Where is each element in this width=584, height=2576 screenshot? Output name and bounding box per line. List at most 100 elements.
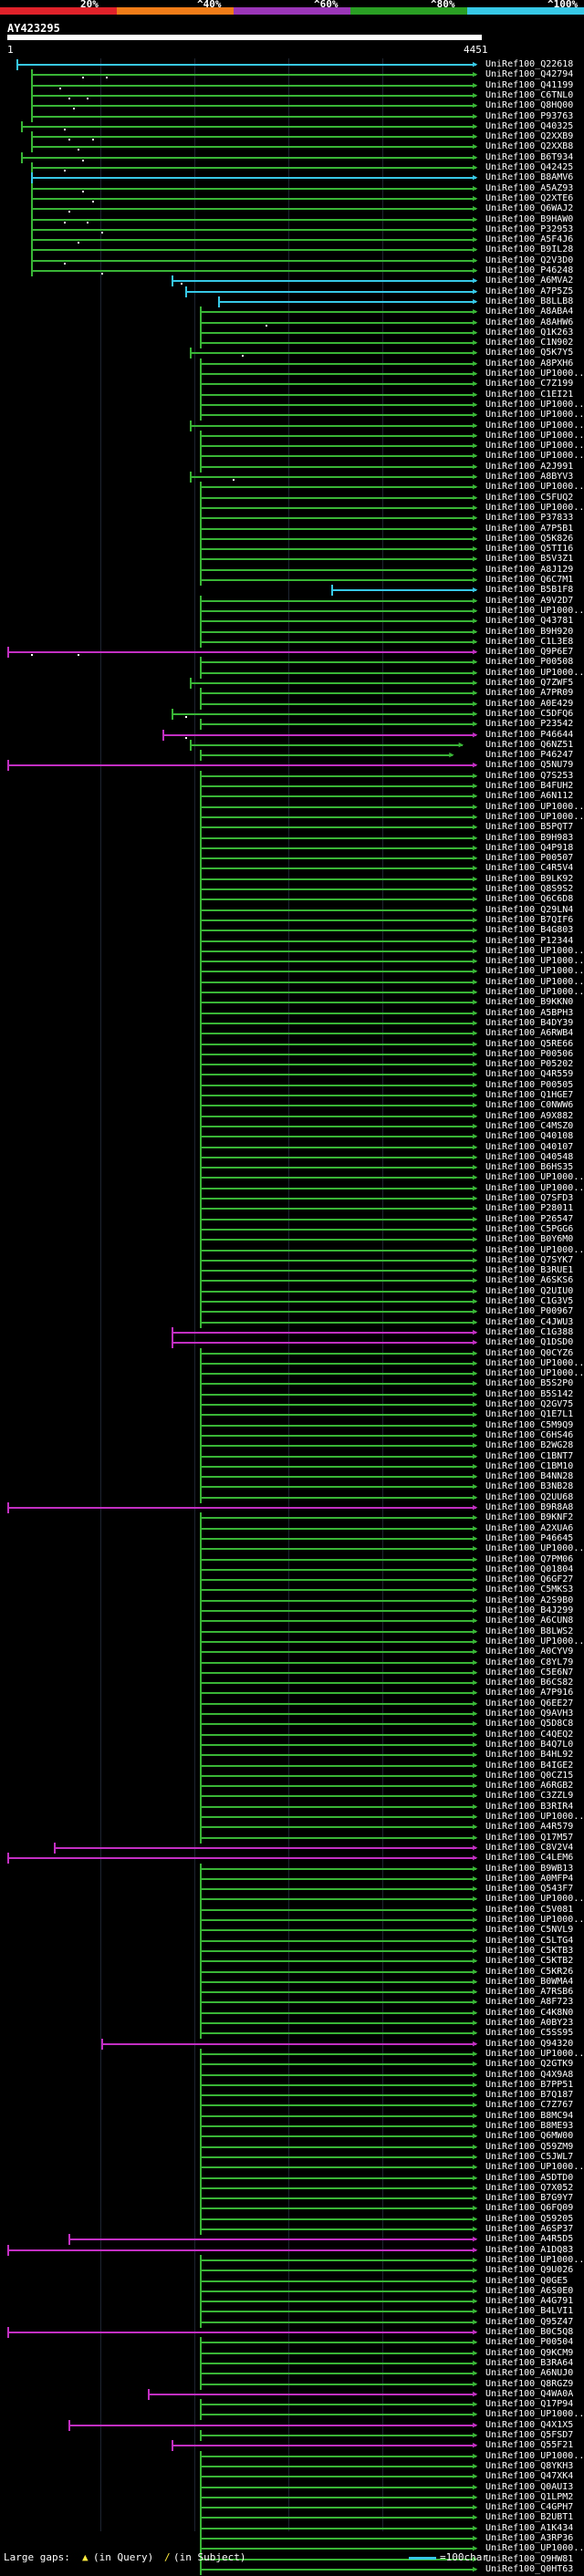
hit-row[interactable]: ▶ UniRef100_Q7PM06 <box>0 1553 584 1566</box>
hit-row[interactable]: ▶ UniRef100_P00967 <box>0 1305 584 1318</box>
hit-row[interactable]: ▶ UniRef100_A8F723 <box>0 1996 584 2009</box>
hit-row[interactable]: ▶ UniRef100_A6NUJ0 <box>0 2367 584 2380</box>
hit-label[interactable]: UniRef100_Q9HW81 <box>485 2553 574 2564</box>
hit-row[interactable]: ▶ UniRef100_A4R579 <box>0 1821 584 1833</box>
hit-label[interactable]: UniRef100_UP1000... <box>485 420 584 431</box>
hit-label[interactable]: UniRef100_Q42425 <box>485 162 574 172</box>
hit-label[interactable]: UniRef100_Q01804 <box>485 1563 574 1574</box>
hit-row[interactable]: ▶ UniRef100_UP1000... <box>0 481 584 493</box>
hit-row[interactable]: ▶ UniRef100_C7Z199 <box>0 378 584 390</box>
hit-row[interactable]: ▶ UniRef100_UP1000... <box>0 368 584 380</box>
hit-label[interactable]: UniRef100_Q2XXB9 <box>485 131 574 142</box>
hit-label[interactable]: UniRef100_B4J299 <box>485 1605 574 1615</box>
hit-row[interactable]: ▶ UniRef100_Q5D8C8 <box>0 1718 584 1730</box>
hit-label[interactable]: UniRef100_B7QIF6 <box>485 914 574 925</box>
hit-row[interactable]: ▶ UniRef100_A8ABA4 <box>0 306 584 318</box>
hit-label[interactable]: UniRef100_B7G9Y7 <box>485 2193 574 2204</box>
hit-row[interactable]: ▶ UniRef100_A2S9B0 <box>0 1594 584 1607</box>
hit-row[interactable]: ▶ UniRef100_C7Z767 <box>0 2099 584 2112</box>
hit-row[interactable]: ▶ UniRef100_C5M9Q9 <box>0 1419 584 1432</box>
hit-row[interactable]: ▶ UniRef100_A9V2D7 <box>0 595 584 608</box>
hit-label[interactable]: UniRef100_B3RUE1 <box>485 1265 574 1276</box>
hit-row[interactable]: ▶ UniRef100_UP1000... <box>0 955 584 968</box>
hit-row[interactable]: ▶ UniRef100_B9LK92 <box>0 873 584 886</box>
hit-row[interactable]: ▶ UniRef100_UP1000... <box>0 1542 584 1555</box>
hit-row[interactable]: ▶ UniRef100_B5PQT7 <box>0 821 584 834</box>
hit-label[interactable]: UniRef100_UP1000... <box>485 1244 584 1255</box>
hit-label[interactable]: UniRef100_UP1000... <box>485 1172 584 1183</box>
hit-label[interactable]: UniRef100_C3ZZL9 <box>485 1791 574 1802</box>
hit-label[interactable]: UniRef100_Q47XK4 <box>485 2471 574 2482</box>
hit-row[interactable]: ▶ UniRef100_Q2XXB8 <box>0 140 584 153</box>
hit-row[interactable]: ▶ UniRef100_C5KR26 <box>0 1966 584 1979</box>
hit-row[interactable]: ▶ UniRef100_P00506 <box>0 1048 584 1061</box>
hit-row[interactable]: ▶ UniRef100_Q6C6D8 <box>0 893 584 906</box>
hit-label[interactable]: UniRef100_B9KKN0 <box>485 997 574 1008</box>
hit-label[interactable]: UniRef100_B8ME93 <box>485 2121 574 2131</box>
hit-row[interactable]: ▶ UniRef100_P37833 <box>0 512 584 525</box>
hit-label[interactable]: UniRef100_Q2GTK9 <box>485 2059 574 2070</box>
hit-row[interactable]: ▶ UniRef100_B4DY39 <box>0 1017 584 1030</box>
hit-row[interactable]: ▶ UniRef100_B8LLB8 <box>0 296 584 308</box>
hit-label[interactable]: UniRef100_B4HL92 <box>485 1750 574 1761</box>
hit-row[interactable]: ▶ UniRef100_Q0CZ15 <box>0 1770 584 1782</box>
hit-row[interactable]: ▶ UniRef100_UP1000... <box>0 986 584 999</box>
hit-label[interactable]: UniRef100_P00505 <box>485 1079 574 1090</box>
hit-label[interactable]: UniRef100_A6MVA2 <box>485 275 574 286</box>
hit-row[interactable]: ▶ UniRef100_B9WB13 <box>0 1863 584 1875</box>
hit-row[interactable]: ▶ UniRef100_B6HS35 <box>0 1161 584 1174</box>
hit-label[interactable]: UniRef100_C5JWL7 <box>485 2151 574 2162</box>
hit-row[interactable]: ▶ UniRef100_A1K434 <box>0 2522 584 2535</box>
hit-row[interactable]: ▶ UniRef100_B7QIF6 <box>0 914 584 927</box>
hit-label[interactable]: UniRef100_A6S0E0 <box>485 2285 574 2296</box>
hit-label[interactable]: UniRef100_UP1000... <box>485 369 584 379</box>
hit-label[interactable]: UniRef100_A0MFP4 <box>485 1873 574 1884</box>
hit-label[interactable]: UniRef100_P93763 <box>485 110 574 121</box>
hit-row[interactable]: ▶ UniRef100_A7P5Z5 <box>0 286 584 298</box>
hit-row[interactable]: ▶ UniRef100_C4MSZ0 <box>0 1120 584 1133</box>
hit-label[interactable]: UniRef100_Q4P918 <box>485 842 574 853</box>
hit-label[interactable]: UniRef100_C1BM10 <box>485 1460 574 1471</box>
hit-label[interactable]: UniRef100_UP1000... <box>485 482 584 493</box>
hit-label[interactable]: UniRef100_Q95Z47 <box>485 2316 574 2327</box>
hit-label[interactable]: UniRef100_C5MKS3 <box>485 1584 574 1595</box>
hit-label[interactable]: UniRef100_Q1HGE7 <box>485 1090 574 1100</box>
hit-label[interactable]: UniRef100_A6RGB2 <box>485 1781 574 1792</box>
hit-row[interactable]: ▶ UniRef100_B0C5Q8 <box>0 2326 584 2339</box>
hit-label[interactable]: UniRef100_Q0HT63 <box>485 2563 574 2574</box>
hit-label[interactable]: UniRef100_UP1000... <box>485 2450 584 2461</box>
hit-row[interactable]: ▶ UniRef100_A8AHW6 <box>0 317 584 329</box>
hit-row[interactable]: ▶ UniRef100_UP1000... <box>0 1811 584 1823</box>
hit-row[interactable]: ▶ UniRef100_Q0CYZ6 <box>0 1347 584 1360</box>
hit-row[interactable]: ▶ UniRef100_P46248 <box>0 265 584 277</box>
hit-row[interactable]: ▶ UniRef100_A6SP37 <box>0 2223 584 2236</box>
hit-label[interactable]: UniRef100_A6SP37 <box>485 2224 574 2234</box>
hit-label[interactable]: UniRef100_A0CYV9 <box>485 1646 574 1657</box>
hit-label[interactable]: UniRef100_P23542 <box>485 719 574 730</box>
hit-label[interactable]: UniRef100_Q55F21 <box>485 2440 574 2451</box>
hit-row[interactable]: ▶ UniRef100_B6CS82 <box>0 1677 584 1689</box>
hit-row[interactable]: ▶ UniRef100_A7PR09 <box>0 687 584 700</box>
hit-row[interactable]: ▶ UniRef100_P93763 <box>0 110 584 123</box>
hit-label[interactable]: UniRef100_B9LK92 <box>485 873 574 884</box>
hit-row[interactable]: ▶ UniRef100_A8BYV3 <box>0 471 584 483</box>
hit-row[interactable]: ▶ UniRef100_A0E429 <box>0 698 584 711</box>
hit-row[interactable]: ▶ UniRef100_A4R5D5 <box>0 2233 584 2246</box>
hit-row[interactable]: ▶ UniRef100_B3NB28 <box>0 1480 584 1493</box>
hit-label[interactable]: UniRef100_C4LEM6 <box>485 1853 574 1864</box>
hit-label[interactable]: UniRef100_A2J991 <box>485 461 574 472</box>
hit-row[interactable]: ▶ UniRef100_Q22618 <box>0 58 584 71</box>
hit-row[interactable]: ▶ UniRef100_Q0AUI3 <box>0 2481 584 2494</box>
hit-label[interactable]: UniRef100_UP1000... <box>485 811 584 822</box>
hit-row[interactable]: ▶ UniRef100_C1BNT7 <box>0 1450 584 1463</box>
hit-row[interactable]: ▶ UniRef100_A6SKS6 <box>0 1274 584 1287</box>
hit-row[interactable]: ▶ UniRef100_A0BY23 <box>0 2017 584 2030</box>
hit-row[interactable]: ▶ UniRef100_UP1000... <box>0 1893 584 1906</box>
hit-label[interactable]: UniRef100_UP1000... <box>485 1915 584 1925</box>
hit-label[interactable]: UniRef100_B9KNF2 <box>485 1512 574 1523</box>
hit-row[interactable]: ▶ UniRef100_B8LWS2 <box>0 1626 584 1638</box>
hit-label[interactable]: UniRef100_A7RSB6 <box>485 1987 574 1998</box>
hit-row[interactable]: ▶ UniRef100_UP1000... <box>0 409 584 421</box>
hit-label[interactable]: UniRef100_P37833 <box>485 513 574 524</box>
hit-label[interactable]: UniRef100_UP1000... <box>485 956 584 967</box>
